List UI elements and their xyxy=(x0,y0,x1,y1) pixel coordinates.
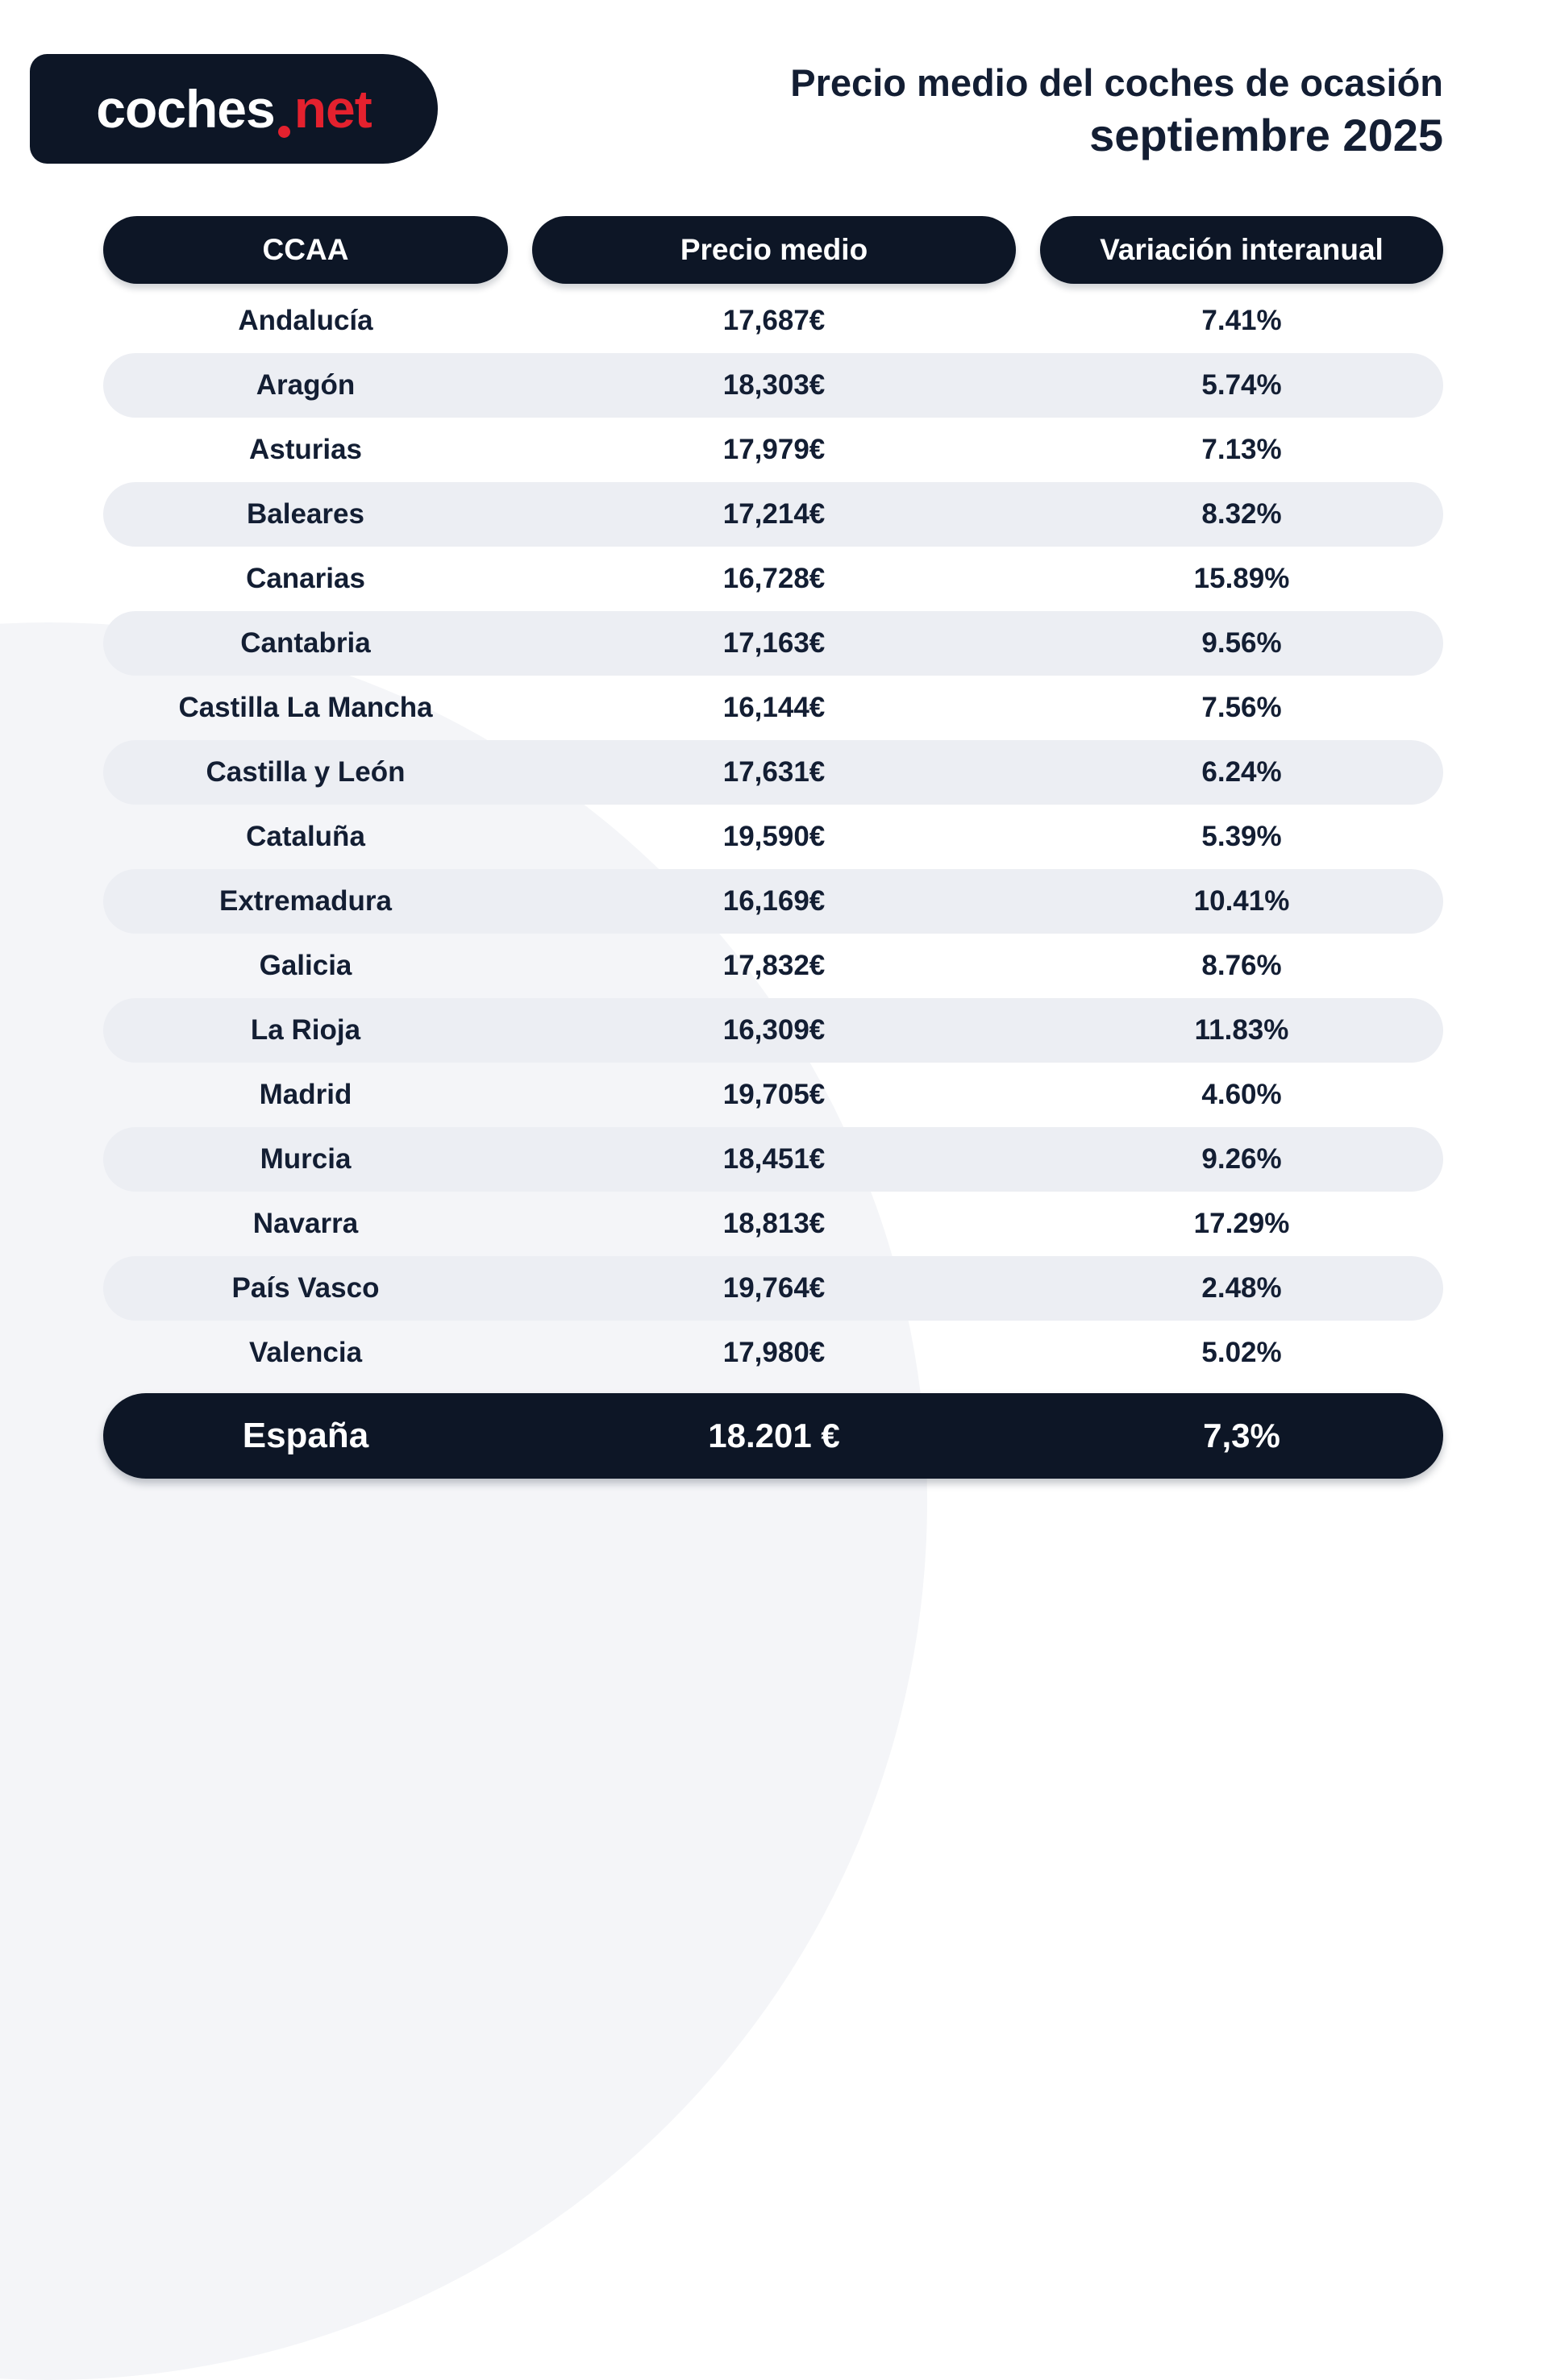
variacion-cell: 15.89% xyxy=(1193,563,1290,594)
table-row: Murcia 18,451€ 9.26% xyxy=(103,1127,1443,1192)
ccaa-cell: Navarra xyxy=(252,1208,359,1239)
ccaa-cell: Asturias xyxy=(248,434,363,465)
table-footer-row-espana: España 18.201 € 7,3% xyxy=(103,1393,1443,1479)
table-row: Andalucía 17,687€ 7.41% xyxy=(103,289,1443,353)
variacion-cell: 8.76% xyxy=(1201,950,1282,981)
variacion-cell: 7.13% xyxy=(1201,434,1282,465)
precio-cell: 17,980€ xyxy=(722,1337,826,1368)
ccaa-cell: Castilla y León xyxy=(206,756,406,788)
price-table: CCAA Precio medio Variación interanual A… xyxy=(103,216,1443,1479)
variacion-cell: 8.32% xyxy=(1201,498,1282,530)
precio-cell: 16,309€ xyxy=(722,1014,826,1046)
variacion-cell: 5.02% xyxy=(1201,1337,1282,1368)
table-row: Asturias 17,979€ 7.13% xyxy=(103,418,1443,482)
precio-cell: 17,979€ xyxy=(722,434,826,465)
variacion-cell: 2.48% xyxy=(1201,1272,1282,1304)
header-ccaa: CCAA xyxy=(103,216,508,284)
footer-variacion-cell: 7,3% xyxy=(1203,1417,1280,1454)
ccaa-cell: Cantabria xyxy=(240,627,371,659)
variacion-cell: 5.74% xyxy=(1201,369,1282,401)
precio-cell: 18,451€ xyxy=(722,1143,826,1175)
header-precio-medio: Precio medio xyxy=(532,216,1016,284)
logo-text: coches net xyxy=(96,78,372,139)
table-row: Castilla La Mancha 16,144€ 7.56% xyxy=(103,676,1443,740)
page-title: Precio medio del coches de ocasión septi… xyxy=(790,61,1443,161)
footer-ccaa-cell: España xyxy=(242,1416,369,1455)
variacion-cell: 9.26% xyxy=(1201,1143,1282,1175)
ccaa-cell: Murcia xyxy=(260,1143,352,1175)
title-line2: septiembre 2025 xyxy=(1089,110,1443,161)
logo-text-net: net xyxy=(293,79,372,139)
variacion-cell: 5.39% xyxy=(1201,821,1282,852)
variacion-cell: 4.60% xyxy=(1201,1079,1282,1110)
ccaa-cell: Canarias xyxy=(246,563,365,594)
table-row: Aragón 18,303€ 5.74% xyxy=(103,353,1443,418)
table-row: Extremadura 16,169€ 10.41% xyxy=(103,869,1443,934)
precio-cell: 19,705€ xyxy=(722,1079,826,1110)
precio-cell: 19,590€ xyxy=(722,821,826,852)
precio-cell: 17,687€ xyxy=(722,305,826,336)
table-row: Navarra 18,813€ 17.29% xyxy=(103,1192,1443,1256)
table-row: Madrid 19,705€ 4.60% xyxy=(103,1063,1443,1127)
precio-cell: 17,832€ xyxy=(722,950,826,981)
ccaa-cell: Andalucía xyxy=(238,305,373,336)
variacion-cell: 7.56% xyxy=(1201,692,1282,723)
precio-cell: 17,631€ xyxy=(722,756,826,788)
precio-cell: 16,144€ xyxy=(722,692,826,723)
table-row: La Rioja 16,309€ 11.83% xyxy=(103,998,1443,1063)
variacion-cell: 11.83% xyxy=(1194,1014,1289,1046)
ccaa-cell: Cataluña xyxy=(246,821,365,852)
footer-precio-cell: 18.201 € xyxy=(708,1417,840,1454)
ccaa-cell: Valencia xyxy=(248,1337,363,1368)
ccaa-cell: Galicia xyxy=(259,950,352,981)
table-row: Cantabria 17,163€ 9.56% xyxy=(103,611,1443,676)
variacion-cell: 7.41% xyxy=(1201,305,1282,336)
ccaa-cell: Madrid xyxy=(259,1079,352,1110)
table-row: Galicia 17,832€ 8.76% xyxy=(103,934,1443,998)
table-row: Valencia 17,980€ 5.02% xyxy=(103,1321,1443,1385)
ccaa-cell: Extremadura xyxy=(219,885,392,917)
table-row: País Vasco 19,764€ 2.48% xyxy=(103,1256,1443,1321)
precio-cell: 16,728€ xyxy=(722,563,826,594)
table-header-row: CCAA Precio medio Variación interanual xyxy=(103,216,1443,284)
coches-net-logo: coches net xyxy=(30,54,438,164)
ccaa-cell: Aragón xyxy=(256,369,356,401)
precio-cell: 16,169€ xyxy=(722,885,826,917)
variacion-cell: 6.24% xyxy=(1201,756,1282,788)
table-rows: Andalucía 17,687€ 7.41% Aragón 18,303€ 5.74% A… xyxy=(103,289,1443,1385)
variacion-cell: 10.41% xyxy=(1193,885,1290,917)
logo-dot-icon xyxy=(277,126,290,138)
precio-cell: 17,163€ xyxy=(722,627,826,659)
header-variacion-interanual: Variación interanual xyxy=(1040,216,1443,284)
precio-cell: 18,303€ xyxy=(722,369,826,401)
logo-text-coches: coches xyxy=(96,79,275,139)
variacion-cell: 9.56% xyxy=(1201,627,1282,659)
table-row: Baleares 17,214€ 8.32% xyxy=(103,482,1443,547)
table-row: Cataluña 19,590€ 5.39% xyxy=(103,805,1443,869)
precio-cell: 19,764€ xyxy=(722,1272,826,1304)
title-line1: Precio medio del coches de ocasión xyxy=(790,61,1443,104)
precio-cell: 18,813€ xyxy=(722,1208,826,1239)
table-row: Canarias 16,728€ 15.89% xyxy=(103,547,1443,611)
ccaa-cell: Castilla La Mancha xyxy=(178,692,433,723)
variacion-cell: 17.29% xyxy=(1193,1208,1290,1239)
ccaa-cell: Baleares xyxy=(247,498,364,530)
ccaa-cell: La Rioja xyxy=(250,1014,361,1046)
precio-cell: 17,214€ xyxy=(722,498,826,530)
table-row: Castilla y León 17,631€ 6.24% xyxy=(103,740,1443,805)
ccaa-cell: País Vasco xyxy=(231,1272,380,1304)
